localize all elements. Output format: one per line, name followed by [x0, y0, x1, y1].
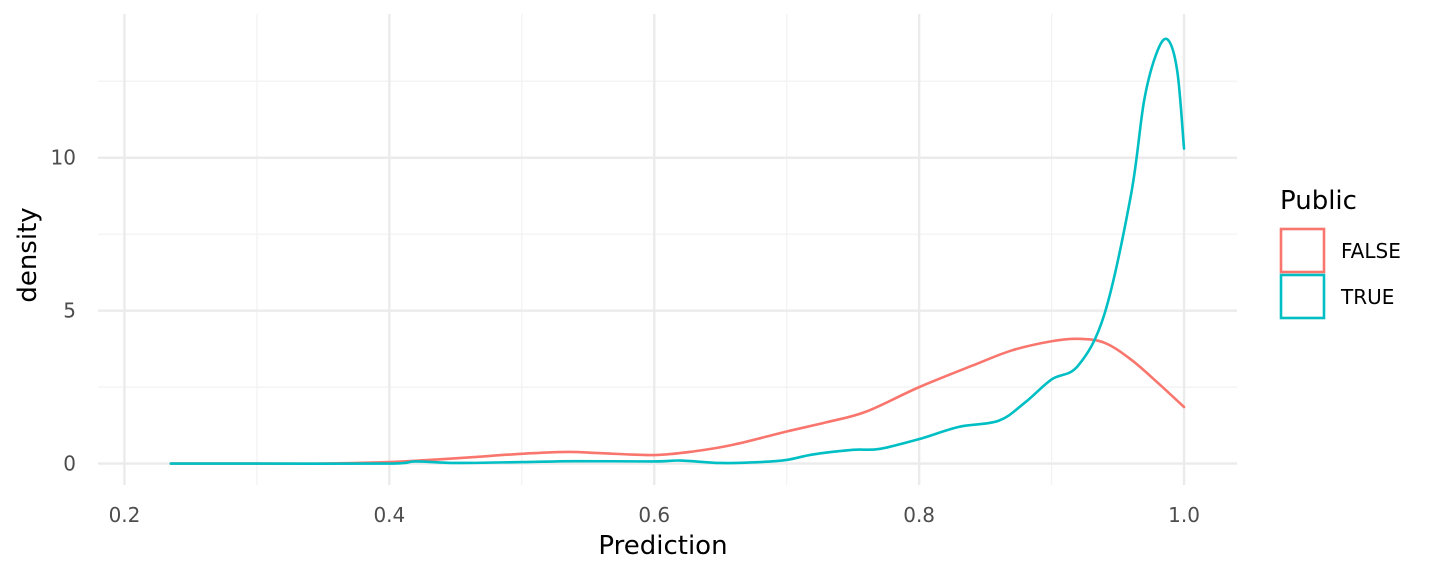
- series-lines: [169, 37, 1186, 466]
- x-tick-label: 0.8: [903, 503, 935, 527]
- legend-title: Public: [1280, 186, 1357, 216]
- x-axis-title: Prediction: [598, 531, 727, 561]
- legend-label-true: TRUE: [1340, 285, 1394, 309]
- y-tick-label: 0: [63, 452, 76, 476]
- x-tick-label: 0.4: [373, 503, 405, 527]
- y-tick-label: 5: [63, 299, 76, 323]
- legend-key-false: [1279, 227, 1326, 274]
- y-axis-title: density: [13, 207, 43, 302]
- x-tick-label: 1.0: [1168, 503, 1200, 527]
- density-line-false: [169, 337, 1186, 466]
- legend-items: FALSE TRUE: [1279, 227, 1401, 320]
- density-line-true: [169, 37, 1186, 466]
- x-axis-ticks: 0.2 0.4 0.6 0.8 1.0: [109, 503, 1200, 527]
- y-tick-label: 10: [51, 146, 76, 170]
- legend-key-true: [1279, 273, 1326, 320]
- legend-label-false: FALSE: [1341, 239, 1401, 263]
- x-tick-label: 0.6: [638, 503, 670, 527]
- grid: [98, 14, 1237, 485]
- legend: Public FALSE TRUE: [1279, 186, 1401, 320]
- x-tick-label: 0.2: [109, 503, 141, 527]
- y-axis-ticks: 0 5 10: [51, 146, 76, 476]
